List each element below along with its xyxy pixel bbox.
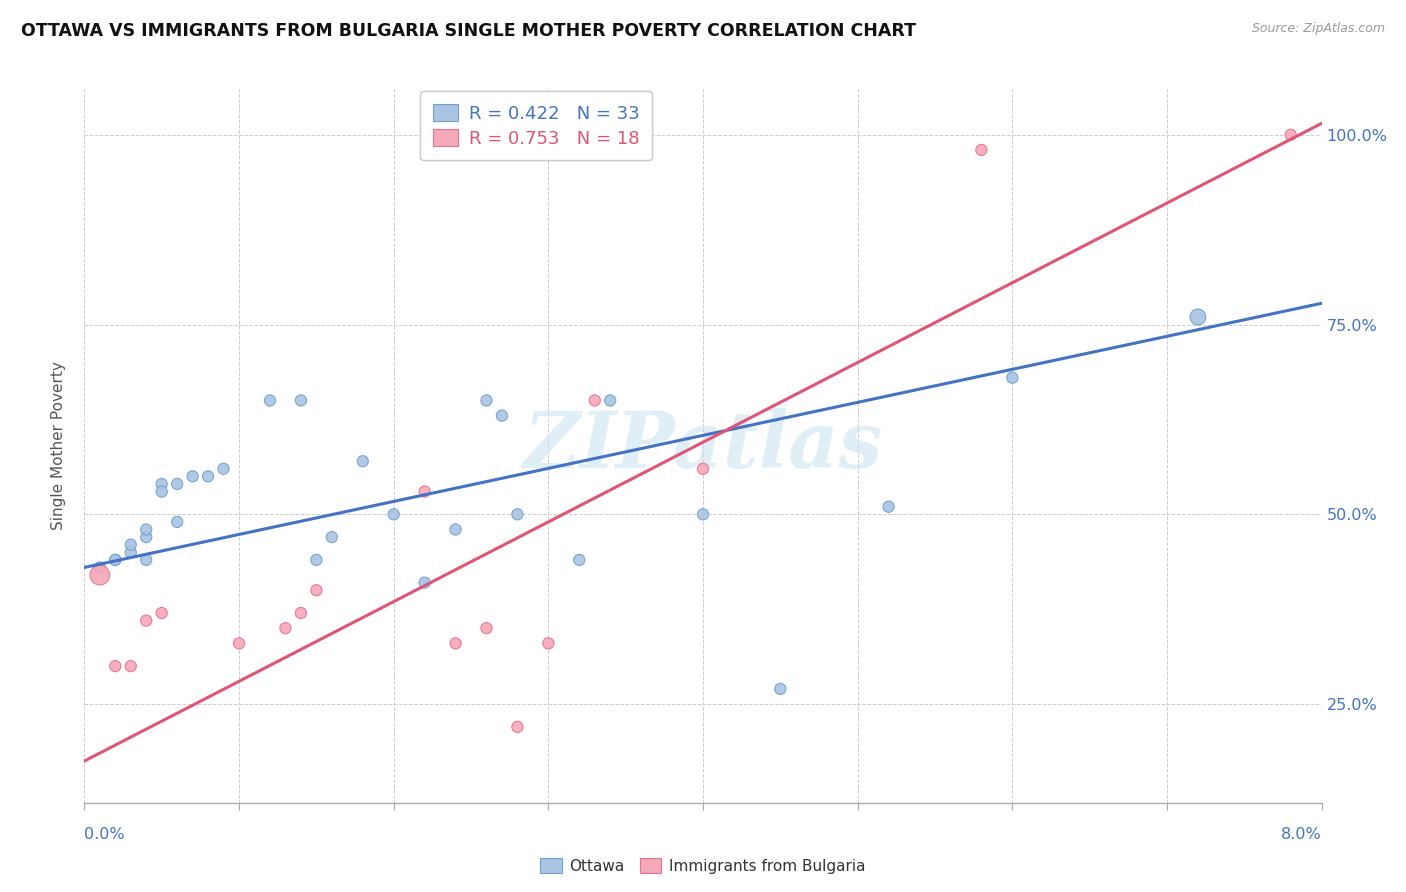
Legend: R = 0.422   N = 33, R = 0.753   N = 18: R = 0.422 N = 33, R = 0.753 N = 18 bbox=[420, 91, 652, 161]
Point bbox=[769, 681, 792, 696]
Point bbox=[475, 393, 498, 408]
Point bbox=[120, 545, 142, 559]
Point bbox=[104, 553, 127, 567]
Text: 0.0%: 0.0% bbox=[84, 827, 125, 841]
Point bbox=[444, 636, 467, 650]
Point bbox=[491, 409, 513, 423]
Point bbox=[259, 393, 281, 408]
Text: ZIPatlas: ZIPatlas bbox=[523, 408, 883, 484]
Point bbox=[89, 568, 111, 582]
Point bbox=[104, 659, 127, 673]
Point bbox=[150, 484, 173, 499]
Point bbox=[150, 606, 173, 620]
Text: 8.0%: 8.0% bbox=[1281, 827, 1322, 841]
Text: OTTAWA VS IMMIGRANTS FROM BULGARIA SINGLE MOTHER POVERTY CORRELATION CHART: OTTAWA VS IMMIGRANTS FROM BULGARIA SINGL… bbox=[21, 22, 917, 40]
Text: Source: ZipAtlas.com: Source: ZipAtlas.com bbox=[1251, 22, 1385, 36]
Point bbox=[135, 614, 157, 628]
Legend: Ottawa, Immigrants from Bulgaria: Ottawa, Immigrants from Bulgaria bbox=[534, 852, 872, 880]
Point bbox=[1001, 370, 1024, 384]
Point bbox=[135, 530, 157, 544]
Point bbox=[475, 621, 498, 635]
Point bbox=[413, 575, 436, 590]
Point bbox=[150, 477, 173, 491]
Point bbox=[877, 500, 900, 514]
Point bbox=[274, 621, 297, 635]
Point bbox=[290, 393, 312, 408]
Point bbox=[1279, 128, 1302, 142]
Point bbox=[166, 515, 188, 529]
Point bbox=[692, 508, 714, 522]
Point bbox=[382, 508, 405, 522]
Point bbox=[120, 659, 142, 673]
Point bbox=[197, 469, 219, 483]
Point bbox=[970, 143, 993, 157]
Point bbox=[321, 530, 343, 544]
Point bbox=[135, 553, 157, 567]
Point bbox=[537, 636, 560, 650]
Point bbox=[1187, 310, 1209, 324]
Point bbox=[89, 560, 111, 574]
Point bbox=[444, 523, 467, 537]
Point bbox=[506, 720, 529, 734]
Point bbox=[568, 553, 591, 567]
Point bbox=[305, 553, 328, 567]
Y-axis label: Single Mother Poverty: Single Mother Poverty bbox=[51, 361, 66, 531]
Point bbox=[692, 462, 714, 476]
Point bbox=[599, 393, 621, 408]
Point bbox=[352, 454, 374, 468]
Point bbox=[506, 508, 529, 522]
Point bbox=[228, 636, 250, 650]
Point bbox=[104, 553, 127, 567]
Point bbox=[413, 484, 436, 499]
Point bbox=[583, 393, 606, 408]
Point bbox=[181, 469, 204, 483]
Point bbox=[290, 606, 312, 620]
Point bbox=[166, 477, 188, 491]
Point bbox=[212, 462, 235, 476]
Point bbox=[305, 583, 328, 598]
Point bbox=[120, 538, 142, 552]
Point bbox=[135, 523, 157, 537]
